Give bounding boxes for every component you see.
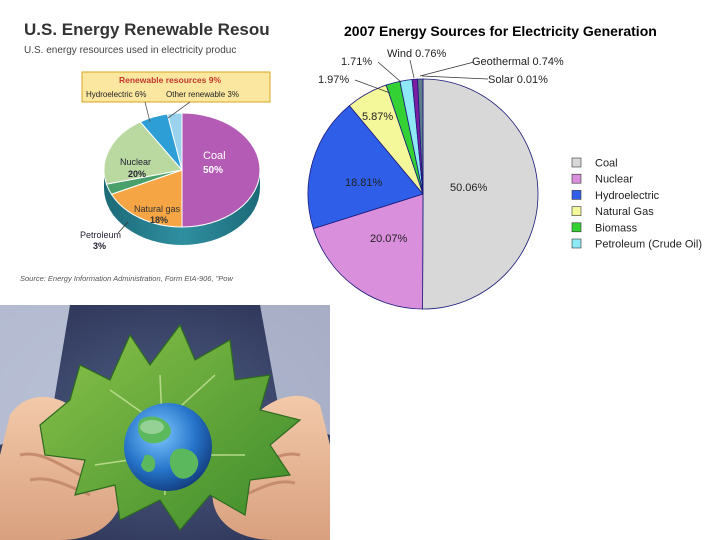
slice-nuclear	[312, 193, 424, 310]
legend-swatch-coal	[571, 157, 582, 168]
chart-subtitle: U.S. energy resources used in electricit…	[24, 45, 237, 56]
slice-label-gas-value: 18%	[150, 215, 168, 225]
slice-label-wind: Wind 0.76%	[387, 48, 447, 60]
pie-slices	[307, 78, 539, 310]
slice-label-nuclear-name: Nuclear	[120, 157, 151, 167]
legend-label-biomass: Biomass	[595, 222, 638, 234]
slice-label-petroleum-value: 3%	[93, 241, 106, 251]
chart-title-2007: 2007 Energy Sources for Electricity Gene…	[344, 23, 657, 39]
legend-swatch-biomass	[571, 222, 582, 233]
legend-label-petroleum-crude-oil: Petroleum (Crude Oil)	[595, 239, 702, 251]
legend-label-nuclear: Nuclear	[595, 174, 633, 186]
slice-label-coal-name: Coal	[203, 150, 226, 162]
energy-2007-chart-panel: 2007 Energy Sources for Electricity Gene…	[298, 10, 720, 310]
leader-lines	[354, 59, 489, 94]
chart-source: Source: Energy Information Administratio…	[20, 274, 233, 283]
slice-label-gas-name: Natural gas	[134, 204, 181, 214]
slice-label-solar: Solar 0.01%	[488, 74, 548, 86]
callout-leader-other	[167, 101, 191, 119]
slice-label-nuclear-value: 20%	[128, 169, 146, 179]
slice-label-coal: 50.06%	[450, 182, 488, 194]
petroleum-leader	[117, 221, 129, 234]
slice-label-hydro: 18.81%	[345, 177, 383, 189]
callout-leader-hydro	[144, 101, 151, 123]
callout-box	[81, 71, 271, 103]
slice-label-gas: 5.87%	[362, 111, 393, 123]
slice-coal	[422, 78, 539, 310]
us-renewable-chart-panel: U.S. Energy Renewable Resou U.S. energy …	[0, 0, 272, 300]
chart-title: U.S. Energy Renewable Resou	[24, 20, 270, 39]
slice-natural-gas	[110, 169, 183, 228]
callout-item-hydro: Hydroelectric 6%	[86, 90, 146, 99]
callout-title: Renewable resources 9%	[119, 75, 221, 85]
pie-3d-side	[104, 170, 260, 245]
slice-label-biomass: 1.97%	[318, 74, 349, 86]
globe-icon	[124, 403, 212, 491]
legend: Coal Nuclear Hydroelectric Natural Gas Bioma…	[571, 157, 702, 251]
callout-item-other: Other renewable 3%	[166, 90, 239, 99]
legend-label-coal: Coal	[595, 158, 618, 170]
legend-swatch-hydroelectric	[571, 190, 582, 200]
slice-coal	[181, 112, 261, 228]
hands-globe-photo	[0, 305, 330, 540]
slice-nuclear	[103, 121, 183, 185]
legend-swatch-nuclear	[571, 173, 582, 184]
pie-side-wall	[104, 170, 260, 245]
legend-swatch-petroleum-crude-oil	[571, 238, 582, 249]
us-renewable-pie: Renewable resources 9% Hydroelectric 6% …	[80, 71, 271, 251]
renewable-callout: Renewable resources 9% Hydroelectric 6% …	[81, 71, 271, 123]
slice-label-geothermal: Geothermal 0.74%	[472, 56, 564, 68]
slice-hydroelectric	[307, 105, 424, 230]
energy-2007-pie: Coal Nuclear Hydroelectric Natural Gas Bioma…	[307, 48, 702, 310]
pie-top	[103, 112, 261, 228]
slice-label-coal-value: 50%	[203, 165, 223, 176]
slice-label-petroleum: 1.71%	[341, 56, 372, 68]
slice-label-petroleum-name: Petroleum	[80, 230, 121, 240]
slice-label-nuclear: 20.07%	[370, 233, 408, 245]
legend-label-natural-gas: Natural Gas	[595, 206, 654, 218]
legend-swatch-natural-gas	[571, 206, 582, 216]
photo-illustration	[0, 305, 330, 540]
legend-label-hydroelectric: Hydroelectric	[595, 190, 660, 202]
